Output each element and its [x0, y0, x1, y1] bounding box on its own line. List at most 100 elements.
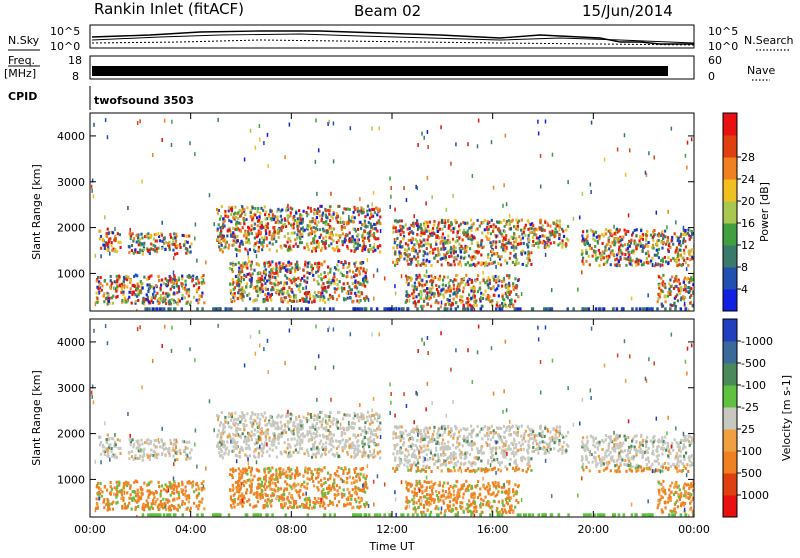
- echo-cell: [394, 241, 396, 244]
- echo-cell: [100, 482, 102, 485]
- noise-cell: [350, 126, 352, 130]
- echo-cell: [96, 507, 98, 510]
- echo-cell: [325, 441, 327, 444]
- echo-cell: [514, 300, 516, 303]
- ground-cell: [181, 307, 184, 310]
- echo-cell: [349, 414, 351, 417]
- echo-cell: [309, 430, 311, 433]
- echo-cell: [265, 288, 267, 291]
- echo-cell: [145, 298, 147, 301]
- echo-cell: [101, 495, 103, 498]
- echo-cell: [115, 237, 117, 240]
- echo-cell: [667, 248, 669, 251]
- echo-cell: [479, 281, 481, 284]
- echo-cell: [458, 243, 460, 246]
- echo-cell: [291, 288, 293, 291]
- echo-cell: [197, 485, 199, 488]
- echo-cell: [628, 254, 630, 257]
- echo-cell: [490, 225, 492, 228]
- noise-cell: [417, 186, 419, 190]
- echo-cell: [395, 261, 397, 264]
- noise-cell: [534, 229, 536, 233]
- echo-cell: [690, 235, 692, 238]
- echo-cell: [112, 437, 114, 440]
- echo-cell: [647, 261, 649, 264]
- echo-cell: [258, 215, 260, 218]
- echo-cell: [130, 493, 132, 496]
- echo-cell: [186, 498, 188, 501]
- echo-cell: [436, 227, 438, 230]
- nsky-tick-top: 10^5: [50, 25, 80, 38]
- echo-cell: [414, 300, 416, 303]
- echo-cell: [189, 245, 191, 248]
- echo-cell: [490, 245, 492, 248]
- echo-cell: [638, 239, 640, 242]
- echo-cell: [653, 234, 655, 237]
- noise-cell: [209, 193, 211, 197]
- ground-cell: [471, 307, 474, 310]
- echo-cell: [453, 245, 455, 248]
- echo-cell: [185, 489, 187, 492]
- echo-cell: [614, 258, 616, 261]
- echo-cell: [117, 232, 119, 235]
- echo-cell: [438, 236, 440, 239]
- echo-cell: [128, 296, 130, 299]
- echo-cell: [266, 450, 268, 453]
- echo-cell: [325, 448, 327, 451]
- echo-cell: [187, 241, 189, 244]
- echo-cell: [539, 235, 541, 238]
- echo-cell: [352, 227, 354, 230]
- echo-cell: [405, 223, 407, 226]
- echo-cell: [680, 254, 682, 257]
- echo-cell: [296, 237, 298, 240]
- echo-cell: [283, 284, 285, 287]
- echo-cell: [367, 213, 369, 216]
- echo-cell: [305, 280, 307, 283]
- echo-cell: [287, 438, 289, 441]
- echo-cell: [284, 217, 286, 220]
- ground-cell: [159, 307, 162, 310]
- echo-cell: [445, 284, 447, 287]
- ground-cell: [455, 307, 458, 310]
- echo-cell: [291, 291, 293, 294]
- echo-cell: [146, 499, 148, 502]
- echo-cell: [680, 286, 682, 289]
- noise-cell: [417, 143, 419, 147]
- echo-cell: [677, 239, 679, 242]
- echo-cell: [236, 228, 238, 231]
- echo-cell: [134, 499, 136, 502]
- echo-cell: [250, 274, 252, 277]
- echo-cell: [174, 253, 176, 256]
- echo-cell: [327, 266, 329, 269]
- noise-cell: [365, 225, 367, 229]
- echo-cell: [273, 424, 275, 427]
- echo-cell: [245, 218, 247, 221]
- noise-cell: [671, 127, 673, 131]
- echo-cell: [366, 280, 368, 283]
- echo-cell: [515, 286, 517, 289]
- echo-cell: [109, 286, 111, 289]
- nave-tick-top: 60: [708, 54, 722, 67]
- echo-cell: [342, 232, 344, 235]
- echo-cell: [190, 276, 192, 279]
- echo-cell: [527, 219, 529, 222]
- echo-cell: [431, 283, 433, 286]
- echo-cell: [441, 239, 443, 242]
- echo-cell: [551, 230, 553, 233]
- echo-cell: [518, 235, 520, 238]
- echo-cell: [520, 229, 522, 232]
- echo-cell: [395, 226, 397, 229]
- echo-cell: [121, 288, 123, 291]
- echo-cell: [246, 282, 248, 285]
- noise-cell: [287, 204, 289, 208]
- echo-cell: [280, 427, 282, 430]
- echo-cell: [295, 417, 297, 420]
- noise-cell: [419, 283, 421, 287]
- echo-cell: [658, 284, 660, 287]
- echo-cell: [116, 481, 118, 484]
- echo-cell: [474, 256, 476, 259]
- echo-cell: [342, 266, 344, 269]
- noise-cell: [394, 284, 396, 288]
- echo-cell: [118, 481, 120, 484]
- echo-cell: [275, 221, 277, 224]
